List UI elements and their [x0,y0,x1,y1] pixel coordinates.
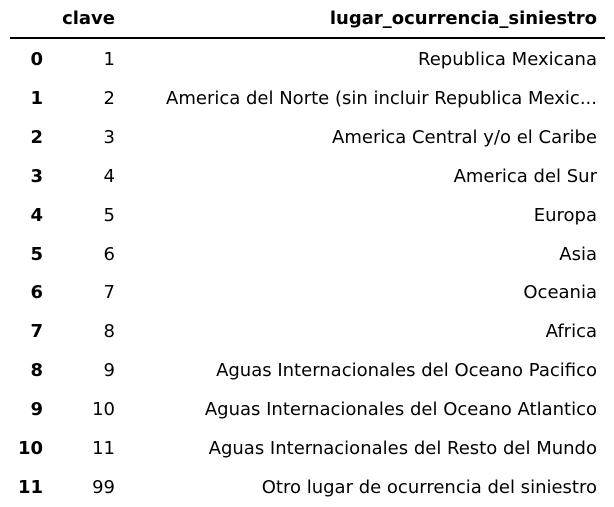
cell-clave: 1 [103,48,115,70]
cell-lugar-ocurrencia: Aguas Internacionales del Resto del Mund… [208,437,597,459]
table-row: 10 11 Aguas Internacionales del Resto del … [10,429,605,468]
cell-lugar-ocurrencia: Europa [533,204,597,226]
row-index: 8 [30,360,43,382]
cell-lugar-ocurrencia: America Central y/o el Caribe [332,126,597,148]
table-row: 6 7 Oceania [10,273,605,312]
table-body: 0 1 Republica Mexicana 1 2 America del Norte … [10,38,605,507]
table-row: 4 5 Europa [10,196,605,235]
table-row: 5 6 Asia [10,235,605,274]
table-row: 11 99 Otro lugar de ocurrencia del siniest… [10,468,605,507]
table-row: 9 10 Aguas Internacionales del Oceano Atla… [10,390,605,429]
column-header-clave: clave [43,0,115,39]
cell-clave: 7 [103,282,115,304]
row-index: 4 [30,204,43,226]
row-index: 3 [30,165,43,187]
cell-lugar-ocurrencia: Otro lugar de ocurrencia del siniestro [261,476,597,498]
table-row: 8 9 Aguas Internacionales del Oceano Pacif… [10,351,605,390]
row-index: 7 [30,321,43,343]
table-row: 0 1 Republica Mexicana [10,38,605,79]
cell-clave: 11 [92,437,115,459]
cell-lugar-ocurrencia: Africa [545,321,597,343]
table-header: clave lugar_ocurrencia_siniestro [10,0,605,39]
row-index: 1 [30,87,43,109]
cell-clave: 8 [103,321,115,343]
cell-lugar-ocurrencia: America del Sur [453,165,597,187]
row-index: 9 [30,399,43,421]
column-header-lugar: lugar_ocurrencia_siniestro [115,0,605,39]
row-index: 2 [30,126,43,148]
table-row: 1 2 America del Norte (sin incluir Republi… [10,79,605,118]
cell-lugar-ocurrencia: America del Norte (sin incluir Republica… [166,87,597,109]
cell-clave: 2 [103,87,115,109]
cell-lugar-ocurrencia: Aguas Internacionales del Oceano Atlanti… [204,399,597,421]
table-row: 3 4 America del Sur [10,157,605,196]
table-row: 7 8 Africa [10,312,605,351]
row-index: 10 [17,437,43,459]
dataframe-table: clave lugar_ocurrencia_siniestro 0 1 Repub… [10,0,605,507]
cell-clave: 6 [103,243,115,265]
row-index: 0 [30,48,43,70]
row-index: 6 [30,282,43,304]
index-header [10,0,43,39]
cell-clave: 5 [103,204,115,226]
row-index: 5 [30,243,43,265]
cell-lugar-ocurrencia: Asia [559,243,597,265]
cell-clave: 10 [92,399,115,421]
cell-lugar-ocurrencia: Aguas Internacionales del Oceano Pacific… [216,360,597,382]
table-row: 2 3 America Central y/o el Caribe [10,118,605,157]
cell-clave: 4 [103,165,115,187]
row-index: 11 [17,476,43,498]
cell-clave: 3 [103,126,115,148]
cell-lugar-ocurrencia: Oceania [523,282,597,304]
cell-lugar-ocurrencia: Republica Mexicana [418,48,597,70]
cell-clave: 99 [92,476,115,498]
header-row: clave lugar_ocurrencia_siniestro [10,0,605,39]
cell-clave: 9 [103,360,115,382]
